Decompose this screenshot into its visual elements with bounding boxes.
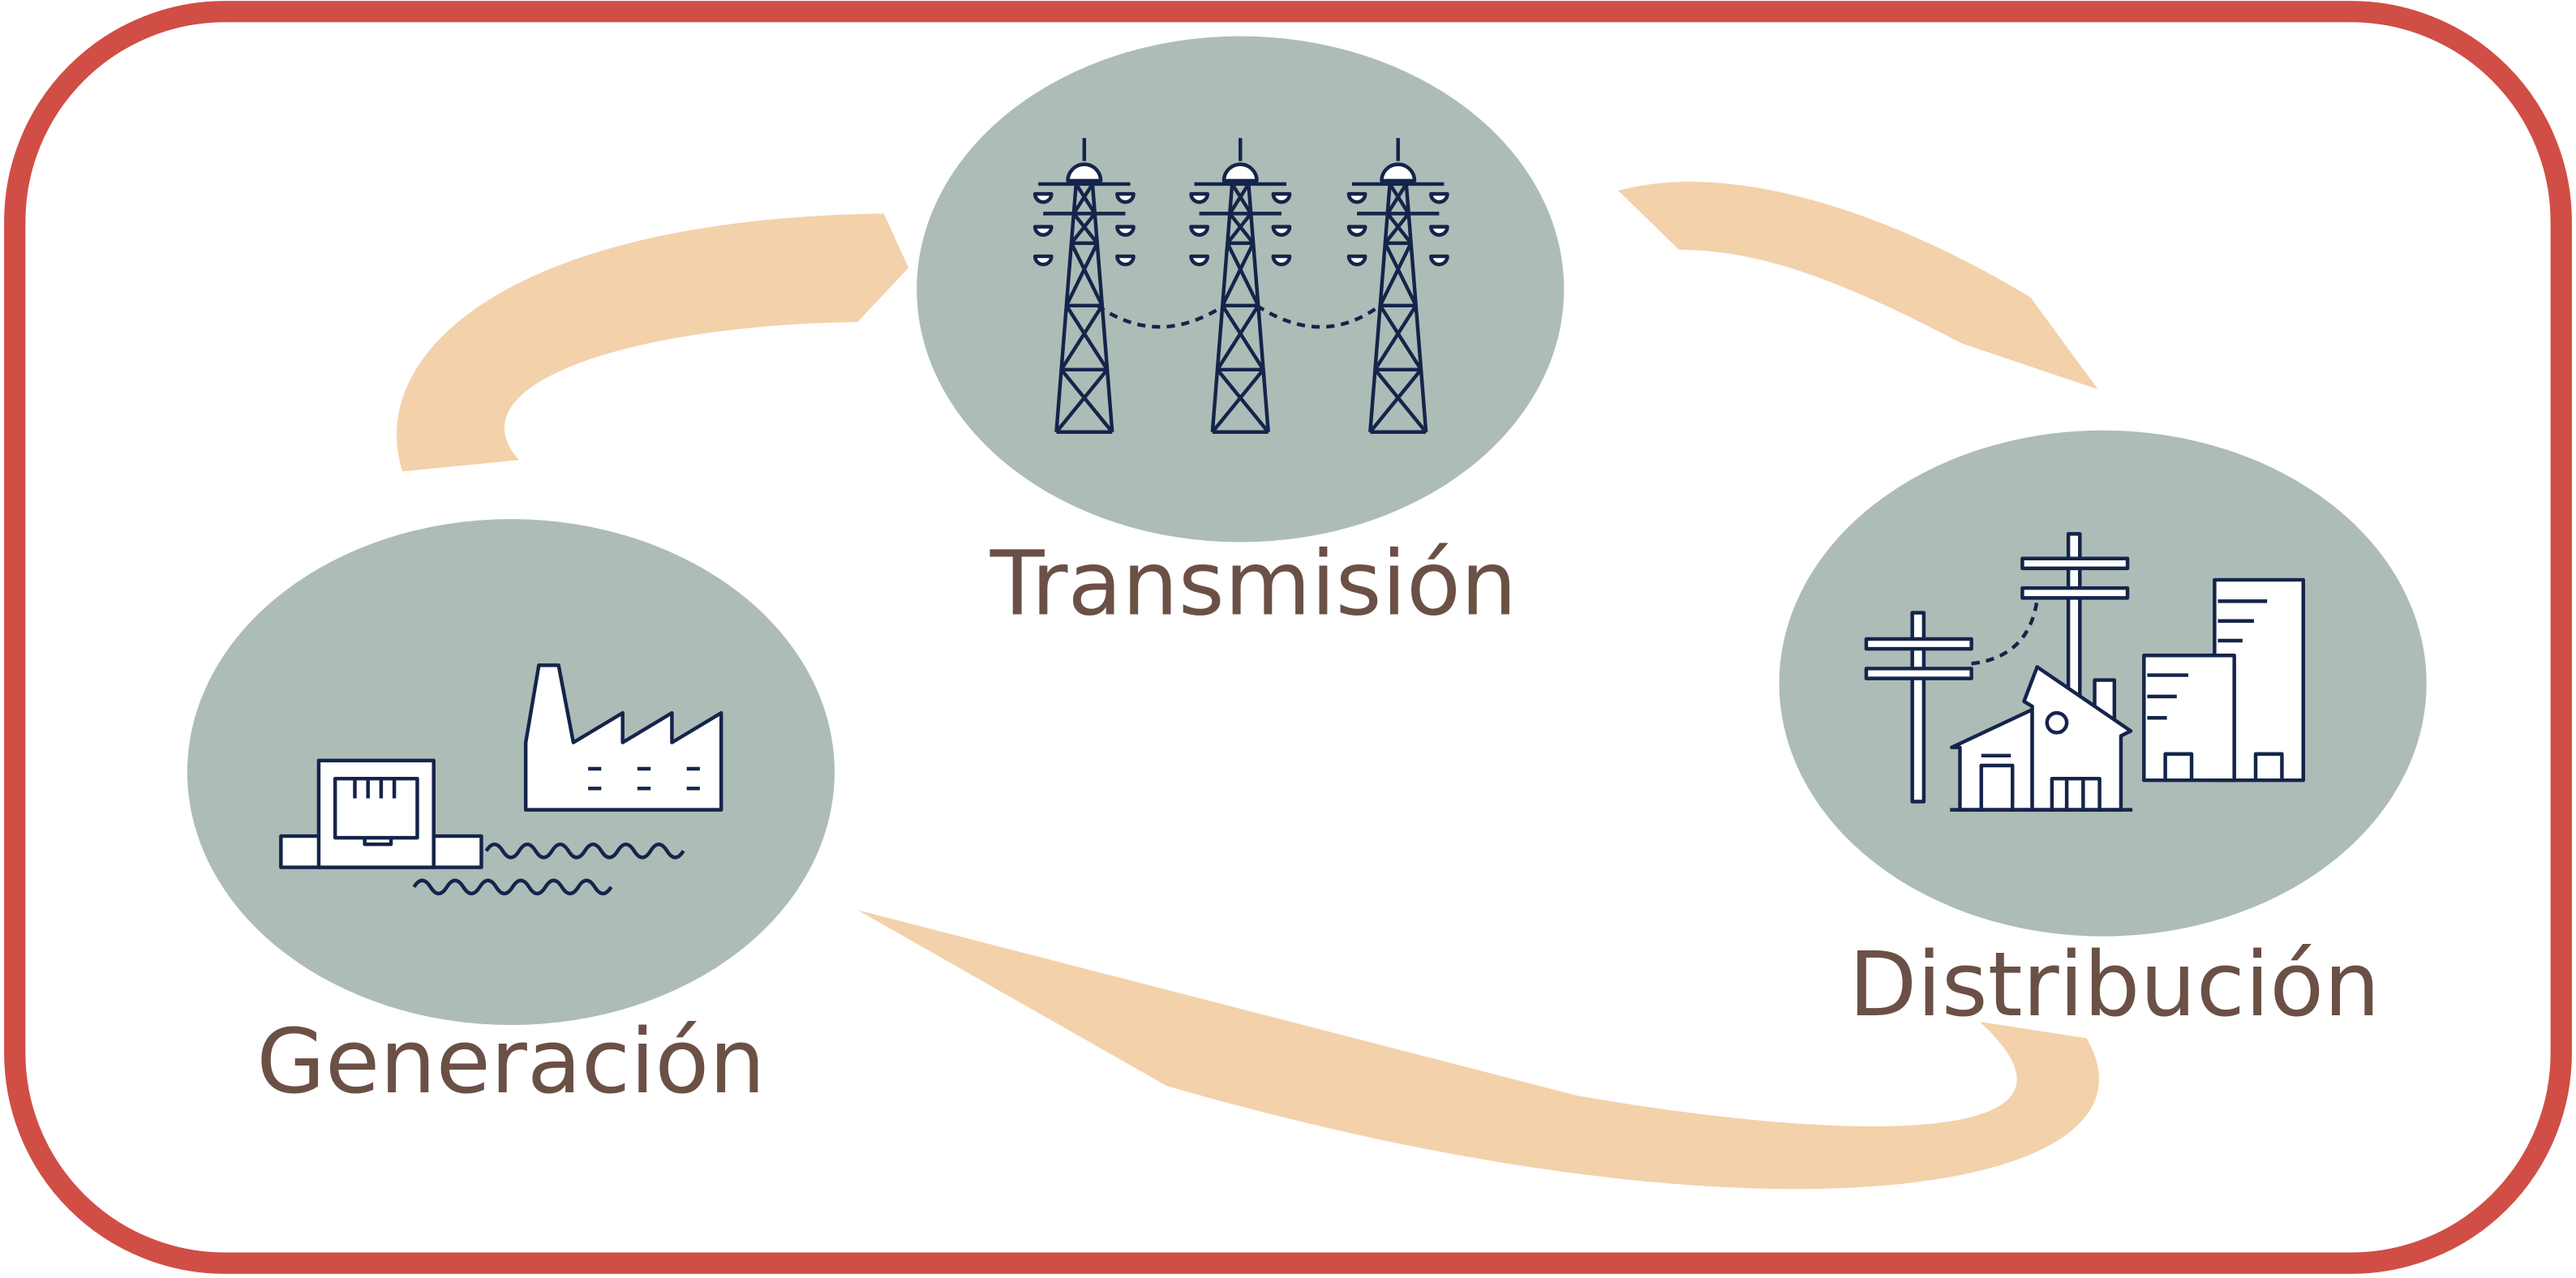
- insulator: [1117, 256, 1133, 264]
- insulator: [1035, 256, 1051, 264]
- node-label: Distribución: [1848, 933, 2380, 1036]
- insulator: [1431, 256, 1447, 264]
- diagram: Transmisión Distribución Generación: [0, 0, 2576, 1278]
- insulator: [1349, 256, 1365, 264]
- node-ellipse: [187, 519, 835, 1025]
- insulator: [1191, 256, 1207, 264]
- tower-top: [1381, 165, 1415, 181]
- insulator: [1191, 194, 1207, 202]
- insulator: [1273, 227, 1290, 235]
- insulator: [1273, 256, 1290, 264]
- insulator: [1431, 194, 1447, 202]
- node-label: Generación: [256, 1010, 765, 1113]
- insulator: [1349, 227, 1365, 235]
- node-label: Transmisión: [990, 532, 1517, 636]
- tower-top: [1068, 165, 1101, 181]
- page: Transmisión Distribución Generación (() …: [0, 0, 2576, 1278]
- node-ellipse: [917, 36, 1564, 543]
- crossarm: [1866, 668, 1972, 678]
- insulator: [1349, 194, 1365, 202]
- insulator: [1035, 194, 1051, 202]
- insulator: [1035, 227, 1051, 235]
- insulator: [1431, 227, 1447, 235]
- crossarm: [2022, 559, 2127, 568]
- insulator: [1191, 227, 1207, 235]
- insulator: [1117, 194, 1133, 202]
- crossarm: [1866, 639, 1972, 649]
- tower-top: [1224, 165, 1257, 181]
- insulator: [1117, 227, 1133, 235]
- insulator: [1273, 194, 1290, 202]
- crossarm: [2022, 588, 2127, 598]
